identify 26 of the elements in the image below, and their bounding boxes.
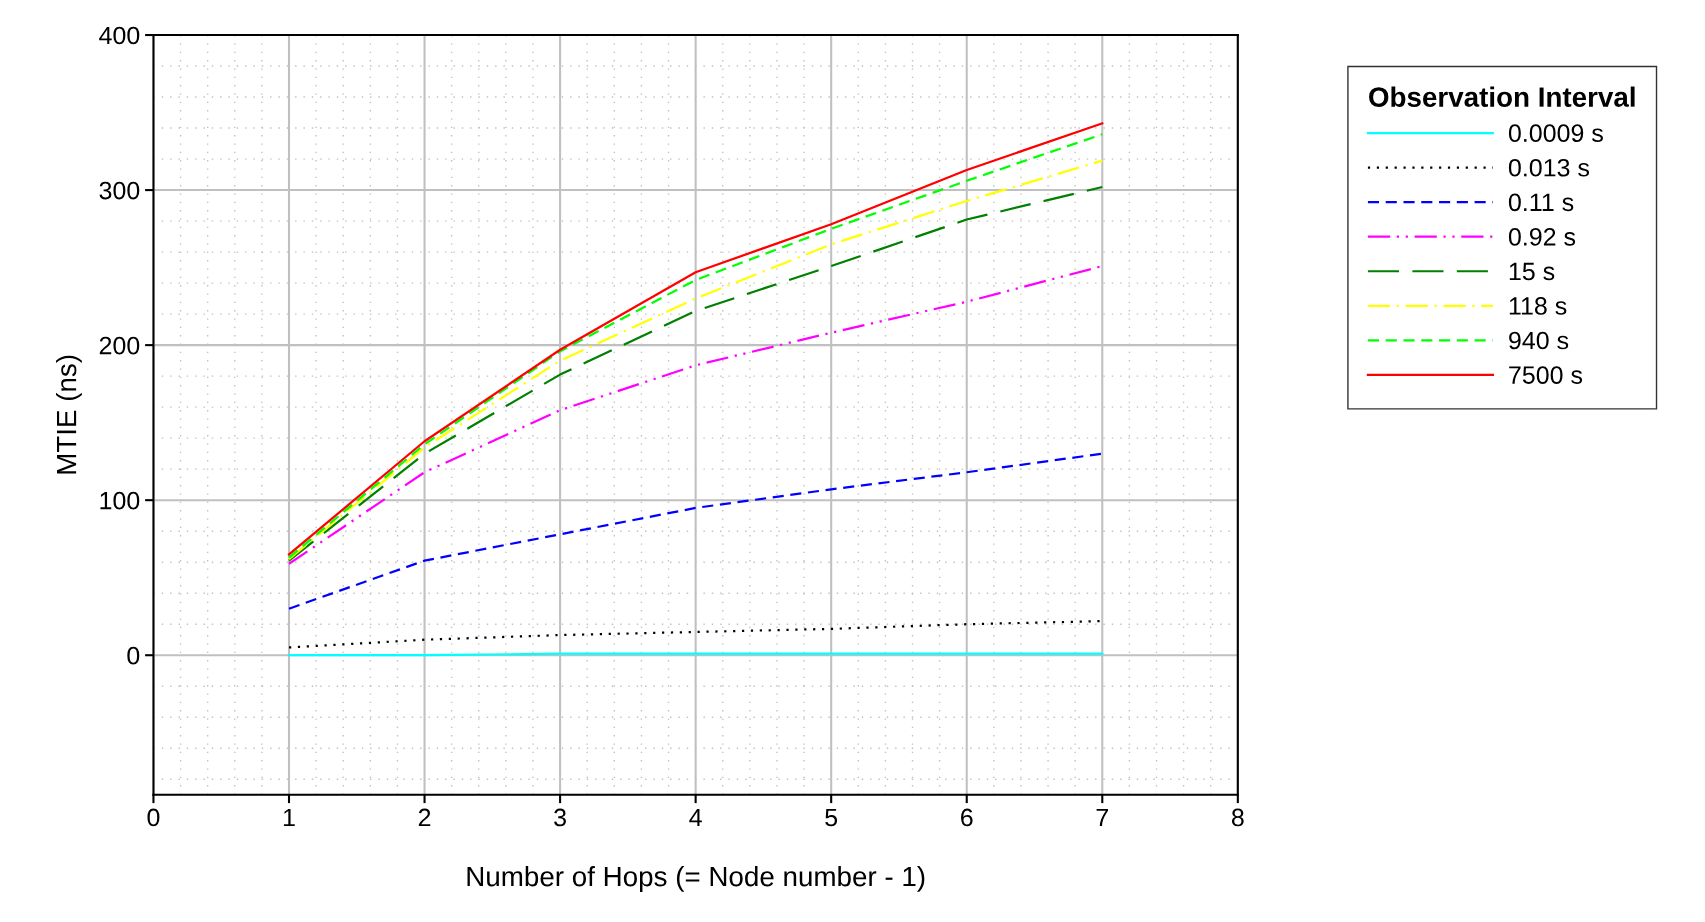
x-tick-label: 4 bbox=[689, 808, 702, 827]
x-tick-label: 0 bbox=[147, 808, 160, 827]
legend-label: 0.92 s bbox=[1508, 228, 1576, 246]
x-axis-title: Number of Hops (= Node number - 1) bbox=[467, 865, 925, 892]
y-tick-label: 300 bbox=[99, 181, 140, 200]
legend-label: 118 s bbox=[1509, 297, 1567, 315]
legend-title: Observation Interval bbox=[1369, 86, 1635, 107]
y-tick-label: 400 bbox=[99, 26, 140, 45]
y-tick-label: 200 bbox=[99, 336, 140, 355]
x-tick-label: 2 bbox=[418, 808, 431, 827]
line-series bbox=[287, 452, 1104, 610]
x-tick-label: 1 bbox=[283, 808, 295, 827]
x-tick-label: 5 bbox=[825, 808, 838, 827]
legend-label: 0.11 s bbox=[1508, 193, 1574, 212]
legend-label: 940 s bbox=[1509, 331, 1569, 350]
y-tick-label: 0 bbox=[127, 646, 140, 665]
y-tick-label: 100 bbox=[100, 491, 140, 510]
legend-label: 15 s bbox=[1509, 262, 1555, 281]
y-axis-title: MTIE (ns) bbox=[55, 355, 82, 474]
legend-label: 7500 s bbox=[1509, 366, 1583, 384]
x-tick-label: 3 bbox=[554, 808, 566, 827]
x-tick-label: 6 bbox=[961, 808, 973, 827]
x-tick-label: 8 bbox=[1231, 808, 1244, 827]
legend-label: 0.013 s bbox=[1508, 158, 1590, 177]
legend-label: 0.0009 s bbox=[1508, 124, 1603, 143]
x-tick-label: 7 bbox=[1096, 808, 1108, 827]
